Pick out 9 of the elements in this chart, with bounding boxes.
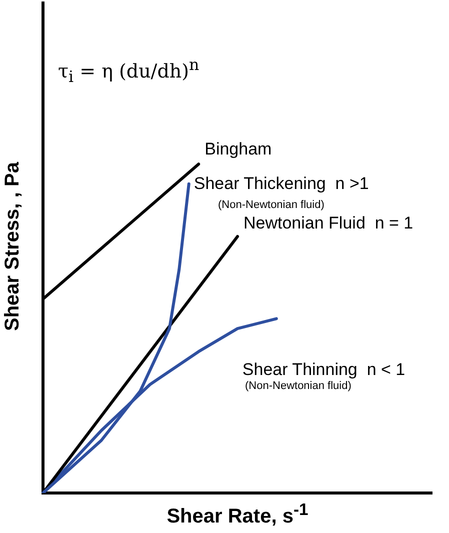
annotation: (Non-Newtonian fluid) (245, 380, 352, 392)
series-label: Shear Thickening n >1 (194, 174, 369, 194)
x-axis-title: Shear Rate, s$^{-1}$ (166, 500, 310, 529)
y-axis-title: Shear Stress, , Pa (2, 160, 24, 333)
text: τ$_{i}$ = η (du/dh)$^{n}$ (58, 55, 200, 86)
annotation: (Non-Newtonian fluid) (218, 199, 324, 211)
series-label: Newtonian Fluid n = 1 (244, 214, 414, 233)
series-label: Shear Thinning n < 1 (242, 360, 406, 379)
series-label: Bingham (204, 139, 272, 158)
